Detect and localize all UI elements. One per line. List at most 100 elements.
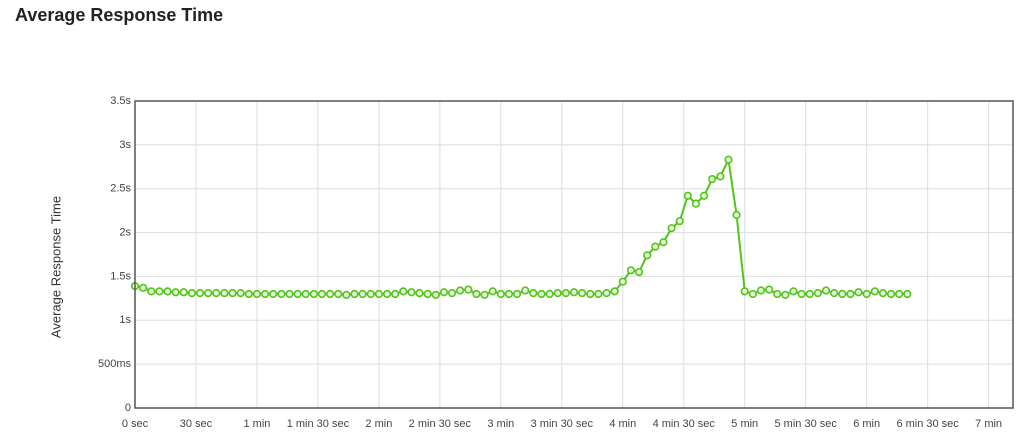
chart-title: Average Response Time	[15, 5, 223, 25]
x-tick-label: 3 min	[487, 418, 514, 430]
data-point	[456, 286, 465, 295]
data-point	[870, 287, 879, 296]
data-point	[683, 191, 692, 200]
data-point	[610, 287, 619, 296]
data-point	[878, 288, 888, 298]
data-point	[439, 288, 449, 297]
data-point	[521, 286, 530, 295]
data-point	[334, 289, 343, 299]
x-tick-label: 6 min	[853, 418, 880, 430]
data-point	[366, 289, 375, 299]
data-point	[244, 289, 253, 299]
data-point	[594, 289, 603, 299]
data-point	[797, 289, 806, 299]
data-point	[195, 288, 205, 298]
data-point	[488, 287, 497, 296]
y-tick-label: 0	[125, 402, 131, 414]
data-point	[740, 287, 749, 296]
data-point	[187, 288, 197, 298]
data-point	[578, 288, 587, 298]
data-point	[228, 288, 237, 298]
data-point	[724, 155, 733, 164]
data-point	[309, 289, 318, 299]
series-line	[134, 156, 908, 296]
data-point	[423, 289, 432, 299]
x-tick-label: 5 min	[731, 418, 758, 430]
x-tick-label: 1 min 30 sec	[287, 418, 350, 430]
data-point	[464, 285, 473, 294]
x-tick-label: 2 min 30 sec	[409, 418, 472, 430]
y-tick-label: 1s	[119, 314, 131, 326]
data-point	[415, 288, 424, 298]
data-point	[147, 287, 156, 296]
data-point	[813, 288, 822, 298]
data-point	[886, 289, 896, 299]
data-point	[659, 238, 668, 247]
data-point	[447, 288, 457, 298]
x-tick-label: 3 min 30 sec	[531, 418, 594, 430]
data-point	[553, 288, 562, 298]
data-point	[171, 288, 180, 297]
data-point	[472, 289, 481, 299]
plot-frame	[134, 100, 1014, 409]
data-point	[634, 267, 644, 277]
data-point	[626, 266, 636, 275]
data-point	[586, 289, 595, 299]
data-point	[643, 251, 652, 260]
data-point	[212, 288, 221, 298]
y-tick-label: 2.5s	[110, 183, 131, 195]
data-point	[382, 289, 392, 299]
data-point	[821, 286, 831, 295]
y-tick-label: 500ms	[98, 358, 132, 370]
data-point	[830, 288, 839, 298]
data-point	[732, 210, 741, 220]
y-axis-title: Average Response Time	[48, 196, 63, 338]
data-point	[260, 289, 270, 299]
data-point	[708, 174, 717, 184]
data-point	[236, 288, 245, 298]
data-point	[805, 289, 814, 299]
y-tick-label: 3s	[119, 139, 131, 151]
data-point	[716, 172, 725, 181]
data-point	[895, 289, 904, 299]
data-point	[431, 290, 440, 299]
data-point	[293, 289, 302, 299]
y-tick-label: 1.5s	[110, 270, 131, 282]
data-point	[765, 285, 774, 294]
data-point	[846, 289, 855, 299]
data-point	[350, 289, 359, 299]
y-tick-label: 2s	[119, 226, 131, 238]
data-point	[569, 288, 579, 297]
data-point	[838, 289, 847, 299]
data-point	[512, 289, 522, 299]
data-point	[317, 289, 327, 299]
data-point	[496, 289, 505, 299]
data-point	[545, 289, 554, 299]
data-point	[618, 277, 627, 286]
y-tick-label: 3.5s	[110, 95, 131, 107]
data-point	[252, 289, 262, 299]
data-point	[163, 287, 172, 296]
data-point	[862, 289, 871, 299]
data-point	[781, 290, 790, 299]
data-point	[480, 290, 489, 299]
x-tick-label: 30 sec	[180, 418, 213, 430]
data-point	[903, 289, 912, 299]
data-point	[204, 288, 213, 298]
data-point	[756, 286, 766, 295]
data-point	[358, 289, 367, 299]
data-point	[691, 199, 701, 208]
data-point	[504, 289, 514, 299]
x-tick-label: 1 min	[243, 418, 270, 430]
x-tick-label: 4 min	[609, 418, 636, 430]
data-point	[399, 287, 408, 296]
data-point	[391, 289, 400, 299]
data-point	[651, 242, 660, 251]
data-point	[773, 289, 782, 299]
data-point	[326, 289, 335, 299]
data-point	[675, 217, 684, 226]
data-point	[667, 224, 676, 233]
data-point	[342, 290, 351, 299]
data-point	[155, 287, 164, 296]
